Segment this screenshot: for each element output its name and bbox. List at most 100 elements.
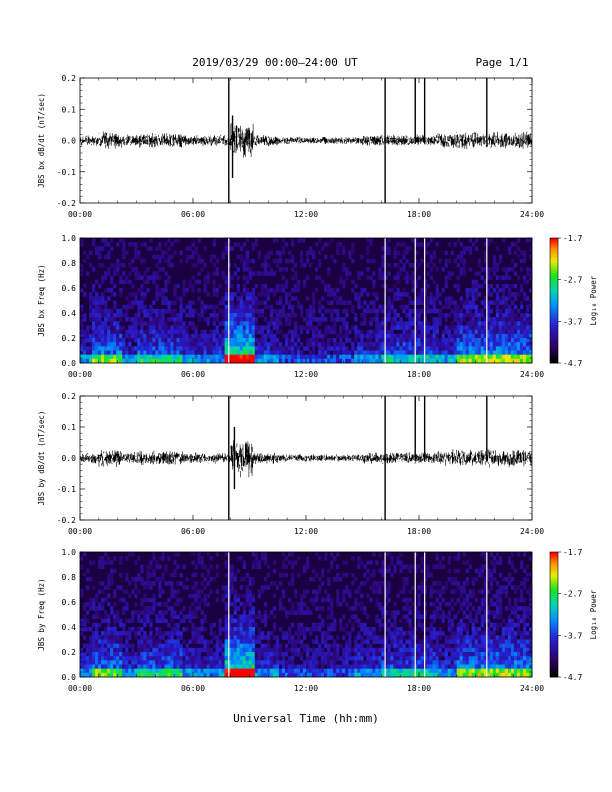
spectrogram-cell — [296, 288, 301, 293]
spectrogram-cell — [468, 288, 473, 293]
spectrogram-cell — [465, 350, 470, 355]
spectrogram-cell — [182, 279, 186, 285]
spectrogram-cell — [324, 656, 328, 661]
spectrogram-cell — [245, 602, 250, 607]
spectrogram-cell — [212, 321, 216, 326]
spectrogram-cell — [357, 300, 361, 305]
spectrogram-cell — [179, 618, 183, 624]
spectrogram-cell — [414, 664, 418, 669]
spectrogram-cell — [315, 660, 319, 665]
spectrogram-cell — [321, 606, 325, 611]
spectrogram-cell — [200, 338, 204, 343]
spectrogram-cell — [420, 258, 424, 264]
spectrogram-cell — [185, 585, 189, 590]
spectrogram-cell — [492, 288, 497, 293]
spectrogram-cell — [287, 664, 292, 669]
spectrogram-cell — [257, 660, 262, 665]
spectrogram-cell — [89, 313, 93, 318]
spectrogram-cell — [525, 313, 530, 318]
spectrogram-cell — [173, 631, 177, 636]
spectrogram-cell — [504, 346, 509, 351]
spectrogram-cell — [149, 635, 153, 640]
spectrogram-cell — [284, 643, 289, 649]
spectrogram-cell — [269, 313, 274, 318]
spectrogram-cell — [179, 643, 183, 649]
spectrogram-cell — [92, 238, 96, 243]
spectrogram-cell — [516, 346, 521, 351]
spectrogram-cell — [293, 275, 298, 280]
spectrogram-cell — [333, 664, 337, 669]
spectrogram-cell — [92, 354, 96, 360]
spectrogram-cell — [251, 354, 256, 360]
spectrogram-cell — [420, 581, 424, 586]
spectrogram-cell — [110, 308, 114, 314]
spectrogram-cell — [182, 292, 186, 297]
spectrogram-cell — [134, 593, 138, 599]
spectrogram-cell — [254, 338, 259, 343]
spectrogram-cell — [98, 296, 102, 301]
spectrogram-cell — [170, 329, 174, 335]
spectrogram-cell — [122, 660, 126, 665]
spectrogram-cell — [251, 610, 256, 615]
spectrogram-cell — [327, 597, 331, 603]
spectrogram-cell — [248, 296, 253, 301]
spectrogram-cell — [83, 572, 87, 578]
spectrogram-cell — [167, 631, 171, 636]
spectrogram-cell — [245, 672, 250, 678]
spectrogram-cell — [384, 589, 388, 594]
spectrogram-cell — [179, 333, 183, 339]
spectrogram-cell — [318, 308, 322, 314]
spectrogram-cell — [233, 350, 237, 355]
spectrogram-cell — [447, 342, 451, 347]
spectrogram-cell — [188, 300, 192, 305]
spectrogram-cell — [221, 664, 225, 669]
spectrogram-cell — [134, 350, 138, 355]
spectrogram-cell — [501, 358, 506, 364]
spectrogram-cell — [167, 333, 171, 339]
spectrogram-cell — [89, 660, 93, 665]
spectrogram-cell — [336, 589, 340, 594]
spectrogram-cell — [110, 321, 114, 326]
spectrogram-cell — [293, 589, 298, 594]
spectrogram-cell — [275, 263, 280, 268]
spectrogram-cell — [387, 597, 391, 603]
spectrogram-cell — [86, 652, 90, 657]
spectrogram-cell — [173, 668, 177, 674]
spectrogram-cell — [125, 333, 129, 339]
panel-by-dbdt: 0.20.10.0-0.1-0.200:00 06:00 12:00 18:00 24:… — [37, 392, 544, 536]
spectrogram-cell — [122, 350, 126, 355]
spectrogram-cell — [125, 317, 129, 322]
spectrogram-cell — [287, 635, 292, 640]
spectrogram-cell — [194, 610, 198, 615]
spectrogram-cell — [182, 647, 186, 653]
spectrogram-cell — [477, 308, 482, 314]
spectrogram-cell — [122, 656, 126, 661]
spectrogram-cell — [519, 258, 524, 264]
spectrogram-cell — [167, 622, 171, 628]
spectrogram-cell — [155, 329, 159, 335]
spectrogram-cell — [302, 589, 307, 594]
spectrogram-cell — [293, 610, 298, 615]
spectrogram-cell — [495, 304, 500, 310]
spectrogram-cell — [104, 325, 108, 330]
spectrogram-cell — [375, 660, 379, 665]
bx-freq-ylabel: JBS bx Freq (Hz) — [37, 264, 46, 336]
spectrogram-cell — [239, 350, 244, 355]
spectrogram-cell — [309, 668, 313, 674]
spectrogram-cell — [194, 664, 198, 669]
spectrogram-cell — [128, 668, 132, 674]
spectrogram-cell — [393, 283, 397, 289]
spectrogram-cell — [218, 342, 222, 347]
spectrogram-cell — [281, 660, 286, 665]
spectrogram-cell — [281, 333, 286, 339]
spectrogram-cell — [405, 321, 409, 326]
spectrogram-cell — [441, 333, 445, 339]
spectrogram-cell — [245, 585, 250, 590]
spectrogram-cell — [342, 354, 346, 360]
spectrogram-cell — [266, 329, 271, 335]
spectrogram-cell — [161, 614, 165, 619]
spectrogram-cell — [125, 660, 129, 665]
spectrogram-cell — [330, 656, 334, 661]
spectrogram-cell — [333, 622, 337, 628]
spectrogram-cell — [278, 597, 283, 603]
